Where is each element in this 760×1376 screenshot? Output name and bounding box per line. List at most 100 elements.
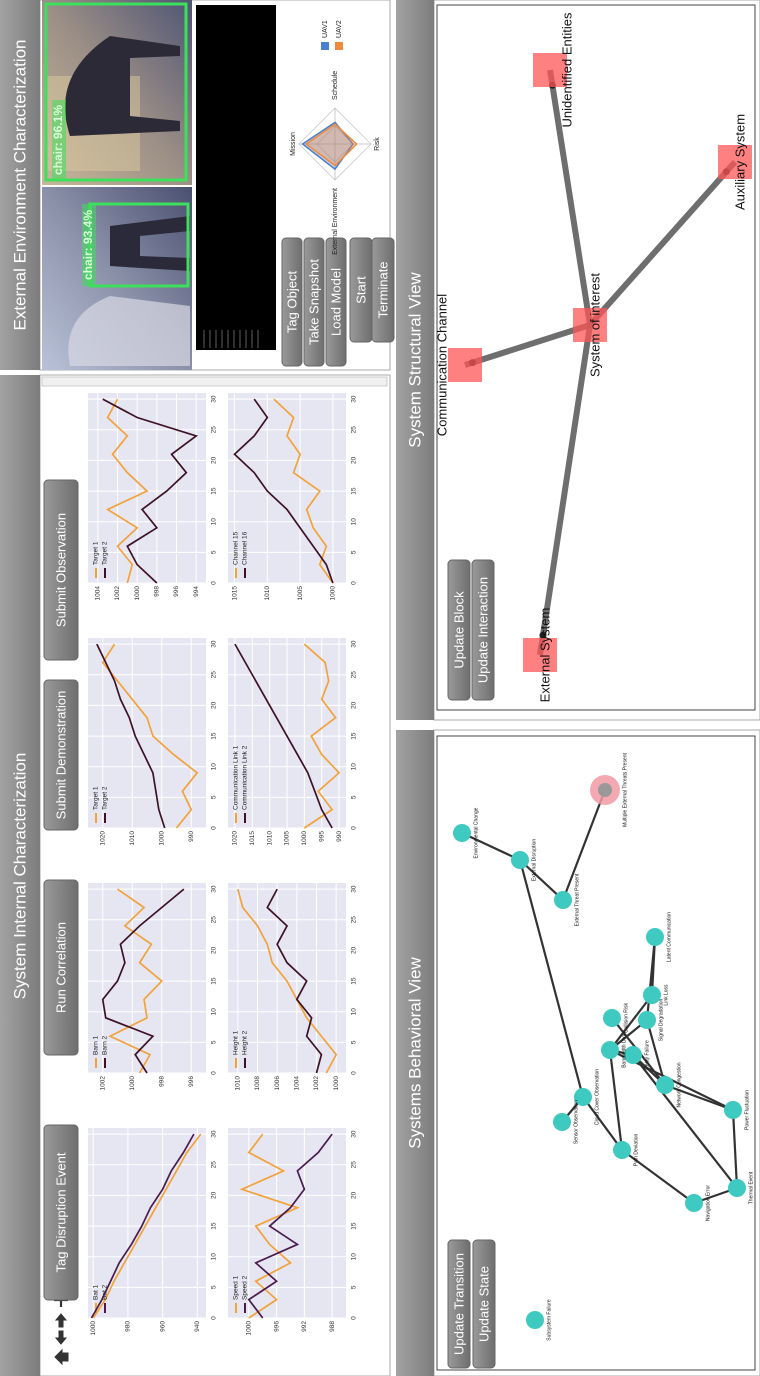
x-tick-label: 30 [211,640,218,648]
x-tick-label: 25 [351,916,358,924]
button-label[interactable]: Update Block [451,591,466,669]
button-label[interactable]: Update Transition [451,1253,466,1355]
state-node[interactable] [656,1076,674,1094]
x-tick-label: 20 [351,1191,358,1199]
state-node[interactable] [638,1011,656,1029]
y-tick-label: 1015 [249,831,256,846]
state-label: External Disruption [531,839,537,881]
y-tick-label: 992 [301,1321,308,1332]
x-tick-label: 25 [211,916,218,924]
scrollbar[interactable] [42,377,387,386]
radar-axis-label: External Environment [332,188,339,255]
x-tick-label: 5 [211,1040,218,1044]
button-label[interactable]: Load Model [328,268,343,336]
button-label[interactable]: Take Snapshot [306,259,321,345]
x-tick-label: 20 [351,701,358,709]
x-tick-label: 25 [351,426,358,434]
button-label[interactable]: Submit Demonstration [53,691,68,820]
state-node[interactable] [511,851,529,869]
button-label[interactable]: Submit Observation [53,513,68,627]
state-node[interactable] [553,1113,571,1131]
state-node[interactable] [598,783,612,797]
x-tick-label: 25 [211,671,218,679]
radar-axis-label: Risk [374,137,381,151]
x-tick-label: 20 [211,456,218,464]
legend-label: Barn 1 [93,1035,100,1055]
x-tick-label: 25 [211,1161,218,1169]
x-tick-label: 0 [351,1316,358,1320]
panel-title: System Structural View [405,272,424,448]
x-tick-label: 15 [351,732,358,740]
button-label[interactable]: Run Correlation [53,922,68,1013]
block-label: Communication Channel [434,294,449,436]
state-node[interactable] [453,824,471,842]
legend-label: Channel 15 [233,531,240,565]
button-label[interactable]: Update State [476,1266,491,1342]
state-node[interactable] [601,1041,619,1059]
button-label[interactable]: Tag Disruption Event [53,1152,68,1272]
legend-label: Speed 2 [242,1275,249,1300]
state-node[interactable] [554,891,572,909]
x-tick-label: 10 [211,1253,218,1261]
x-tick-label: 10 [351,1008,358,1016]
button-label[interactable]: Start [353,276,368,304]
state-node[interactable] [685,1194,703,1212]
block-node[interactable] [448,348,482,382]
x-tick-label: 25 [351,671,358,679]
state-label: Power Fluctuation [744,1090,750,1130]
legend-label: UAV2 [336,20,343,38]
state-label: Latent Communication [666,912,672,962]
x-tick-label: 15 [211,977,218,985]
x-tick-label: 25 [351,1161,358,1169]
y-tick-label: 1000 [129,1076,136,1091]
x-tick-label: 10 [351,518,358,526]
state-node[interactable] [728,1179,746,1197]
y-tick-label: 998 [158,1076,165,1087]
legend-label: Target 2 [102,541,109,565]
state-node[interactable] [603,1009,621,1027]
x-tick-label: 5 [351,795,358,799]
y-tick-label: 1000 [134,586,141,601]
x-tick-label: 0 [211,581,218,585]
radar-axis-label: Schedule [332,71,339,100]
state-node[interactable] [613,1141,631,1159]
state-label: Cloud Cover Observation [594,1069,600,1125]
button-label[interactable]: Terminate [375,261,390,318]
state-label: Navigation Error [705,1185,711,1221]
state-node[interactable] [643,986,661,1004]
x-tick-label: 30 [211,885,218,893]
y-tick-label: 990 [336,831,343,842]
legend-swatch [335,42,343,50]
console [196,5,276,350]
state-node[interactable] [646,928,664,946]
y-tick-label: 988 [329,1321,336,1332]
block-label: Auxiliary System [732,114,747,210]
radar-axis-label: Mission [290,132,297,156]
x-tick-label: 20 [351,946,358,954]
state-label: Collision Risk [623,1003,629,1034]
y-tick-label: 1010 [264,586,271,601]
x-tick-label: 0 [211,826,218,830]
state-node[interactable] [526,1311,544,1329]
y-tick-label: 940 [194,1321,201,1332]
state-label: Path Deviation [633,1134,639,1167]
button-label[interactable]: Update Interaction [475,577,490,683]
dashboard: System Internal Characterization Externa… [0,0,760,1376]
x-tick-label: 5 [351,1285,358,1289]
x-tick-label: 15 [351,1222,358,1230]
state-node[interactable] [724,1101,742,1119]
y-tick-label: 995 [318,831,325,842]
button-label[interactable]: Tag Object [284,271,299,334]
y-tick-label: 1002 [114,586,121,601]
x-tick-label: 30 [351,640,358,648]
x-tick-label: 0 [211,1316,218,1320]
y-tick-label: 990 [188,831,195,842]
legend-swatch [321,42,329,50]
x-tick-label: 15 [211,487,218,495]
x-tick-label: 0 [351,1071,358,1075]
x-tick-label: 20 [351,456,358,464]
x-tick-label: 25 [211,426,218,434]
x-tick-label: 30 [351,885,358,893]
x-tick-label: 10 [211,1008,218,1016]
x-tick-label: 15 [351,977,358,985]
